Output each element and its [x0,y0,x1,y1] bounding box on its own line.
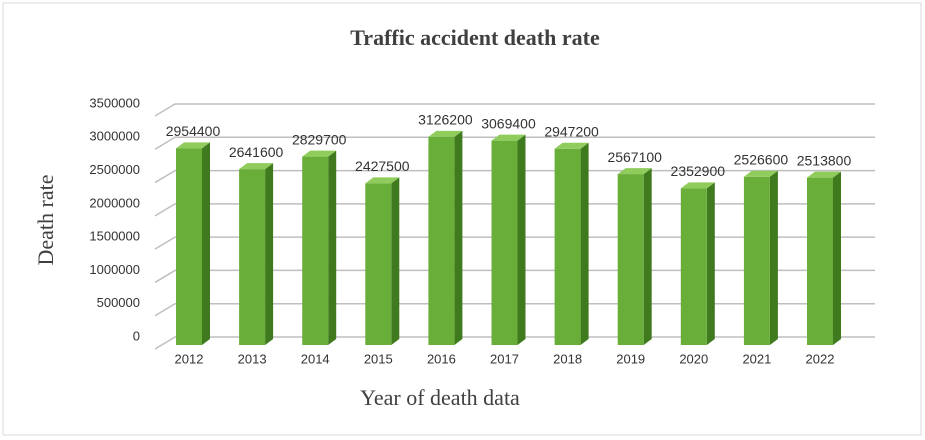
data-label: 3126200 [418,112,473,128]
bar-top [428,130,463,137]
y-axis-label: Death rate [33,175,58,266]
x-tick-label: 2019 [616,351,645,366]
bar-side [328,150,337,345]
bar-group [554,142,589,345]
bar-top [680,182,715,189]
x-tick-label: 2018 [553,351,582,366]
bar-top [807,171,841,178]
y-tick-label: 1500000 [89,229,140,244]
bar-top [617,168,652,175]
data-label: 2513800 [797,152,852,168]
bar [617,174,644,345]
bar-top [239,163,274,170]
bar-top [365,177,400,184]
bar [554,148,581,345]
bar-side [580,142,589,345]
bar [365,183,392,345]
bar-top [743,170,778,177]
bar-side [833,171,841,345]
bar-side [391,177,400,345]
bar-top [554,142,589,149]
bar-group [743,170,778,345]
bar-group [680,182,715,345]
y-tick-label: 0 [133,328,140,343]
bar-top [302,150,337,157]
bar-group [239,163,274,345]
data-label: 2567100 [607,149,662,165]
data-label: 3069400 [481,115,536,131]
y-tick-label: 1000000 [89,262,140,277]
bar-side [706,182,715,345]
bar-side [769,170,778,345]
bar-group [807,171,841,345]
data-label: 2352900 [671,163,726,179]
y-tick-label: 2000000 [89,195,140,210]
bar-group [491,134,526,345]
bar-group [365,177,400,345]
bar-side [517,134,526,345]
bar [807,177,833,345]
bar [743,176,770,345]
data-label: 2641600 [229,144,284,160]
grid-line [154,103,875,117]
bar-group [302,150,337,345]
y-tick-label: 3000000 [89,129,140,144]
bar-side [454,130,463,345]
data-label: 2954400 [166,123,221,139]
bar [680,188,707,345]
x-tick-label: 2021 [742,351,771,366]
bar [239,169,266,345]
x-tick-label: 2022 [806,351,835,366]
chart-title: Traffic accident death rate [350,25,600,50]
bar [491,140,518,345]
y-tick-label: 2500000 [89,162,140,177]
data-label: 2829700 [292,131,347,147]
x-tick-label: 2017 [490,351,519,366]
x-tick-label: 2013 [238,351,267,366]
data-label: 2947200 [544,124,599,140]
bar-side [265,163,274,345]
bar-group [428,130,463,345]
data-label: 2526600 [734,152,789,168]
bar-side [202,142,210,345]
x-tick-label: 2012 [175,351,204,366]
y-tick-label: 3500000 [89,95,140,110]
bar-top [491,134,526,141]
y-tick-label: 500000 [97,295,140,310]
x-tick-label: 2020 [679,351,708,366]
bar-side [643,168,652,345]
x-tick-label: 2016 [427,351,456,366]
bar-group [176,142,210,345]
bar [302,156,329,345]
grid-line [154,136,875,150]
x-tick-label: 2014 [301,351,330,366]
x-axis-label: Year of death data [360,385,520,410]
bar [428,136,455,345]
x-tick-label: 2015 [364,351,393,366]
bar [176,148,202,345]
bar-group [617,168,652,345]
bar-top [176,142,210,149]
data-label: 2427500 [355,158,410,174]
